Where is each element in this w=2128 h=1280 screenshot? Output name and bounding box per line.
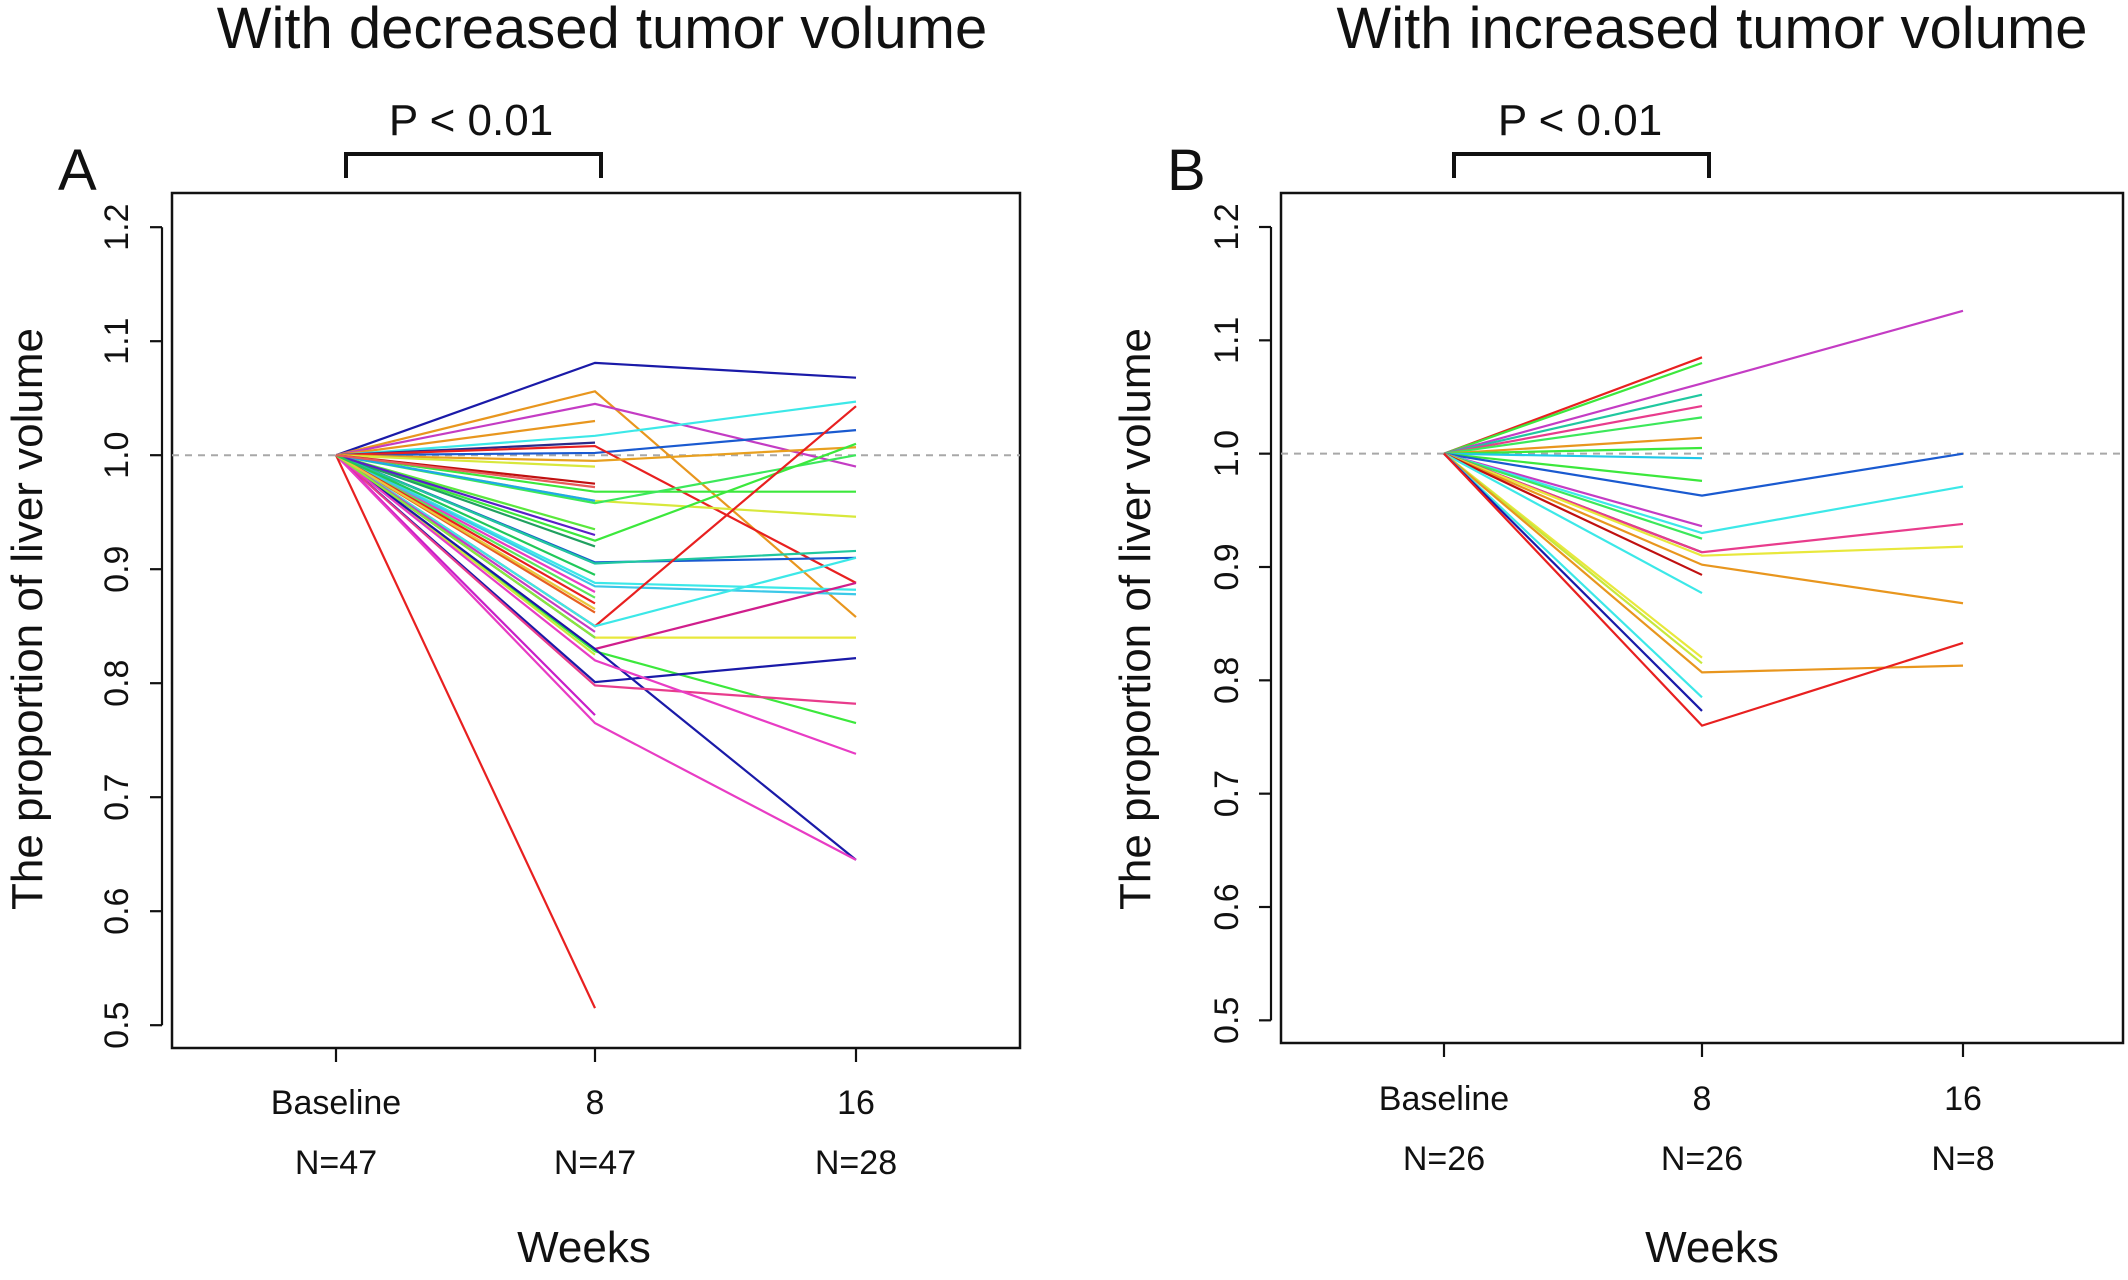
series-group (1443, 309, 1964, 727)
series-line (1443, 309, 1964, 455)
series-line (335, 454, 857, 565)
series-line (1443, 452, 1703, 665)
y-tick-label: 0.8 (98, 660, 136, 707)
series-line (335, 446, 857, 463)
significance-bracket (344, 152, 603, 178)
series-line (335, 454, 596, 576)
panel-letter: B (1167, 138, 1206, 203)
series-line (335, 402, 857, 468)
series-line (335, 454, 596, 1009)
series-line (335, 454, 857, 596)
series-line (335, 454, 857, 628)
x-tick-label: Baseline (271, 1084, 401, 1122)
series-line (1443, 452, 1703, 712)
series-line (335, 400, 857, 457)
series-line (335, 454, 596, 548)
series-line (1443, 452, 1964, 497)
sample-size-label: N=47 (295, 1144, 377, 1182)
series-line (1443, 452, 1964, 727)
panel-a: With decreased tumor volume P < 0.01 A T… (3, 0, 1022, 1272)
y-axis-label: The proportion of liver volume (1111, 328, 1160, 910)
p-value-annotation: P < 0.01 (389, 96, 553, 145)
series-line (335, 361, 857, 457)
series-line (1443, 452, 1964, 554)
series-line (1443, 446, 1703, 455)
series-line (1443, 452, 1703, 595)
y-tick-label: 0.7 (98, 774, 136, 821)
series-line (335, 454, 596, 502)
y-tick-label: 0.9 (1208, 543, 1246, 590)
plot-frame (1279, 191, 2125, 1045)
series-group (335, 361, 857, 1009)
sample-size-label: N=26 (1661, 1140, 1743, 1178)
series-line (1443, 361, 1703, 455)
y-tick-label: 0.5 (1208, 997, 1246, 1044)
series-line (335, 454, 857, 755)
series-line (335, 454, 596, 489)
chart-title: With decreased tumor volume (217, 0, 987, 61)
y-tick-label: 1.2 (98, 204, 136, 251)
y-axis: 0.5 0.6 0.7 0.8 0.9 1.0 1.1 1.2 (98, 204, 164, 1049)
y-tick-label: 1.0 (1208, 430, 1246, 477)
series-line (1443, 436, 1703, 455)
series-line (335, 454, 857, 861)
chart-title: With increased tumor volume (1336, 0, 2087, 61)
series-line (1443, 416, 1703, 455)
series-line (335, 454, 596, 611)
series-line (1443, 452, 1964, 535)
sample-size-label: N=26 (1403, 1140, 1485, 1178)
y-tick-label: 1.1 (1208, 317, 1246, 364)
x-axis: Baseline N=47 8 N=47 16 N=28 (271, 1048, 897, 1182)
x-tick-label: 16 (1944, 1080, 1982, 1118)
series-line (335, 454, 856, 493)
x-tick-label: Baseline (1379, 1080, 1509, 1118)
p-value-annotation: P < 0.01 (1498, 96, 1662, 145)
x-axis-label: Weeks (517, 1223, 651, 1272)
series-line (1443, 452, 1703, 540)
series-line (335, 454, 857, 705)
series-line (335, 419, 596, 457)
series-line (1443, 452, 1703, 576)
series-line (1443, 393, 1703, 455)
series-line (335, 390, 857, 618)
sample-size-label: N=8 (1931, 1140, 1994, 1178)
y-tick-label: 1.0 (98, 432, 136, 479)
x-axis-label: Weeks (1645, 1223, 1779, 1272)
significance-bracket (1452, 152, 1711, 178)
series-line (1443, 452, 1964, 674)
y-tick-label: 1.1 (98, 318, 136, 365)
panel-letter: A (58, 138, 97, 203)
x-tick-label: 8 (1693, 1080, 1712, 1118)
y-axis-label: The proportion of liver volume (3, 328, 52, 910)
sample-size-label: N=28 (815, 1144, 897, 1182)
series-line (1443, 404, 1703, 455)
series-line (1443, 452, 1964, 605)
panel-b: With increased tumor volume P < 0.01 B T… (1111, 0, 2125, 1272)
series-line (1443, 452, 1964, 557)
series-line (1443, 452, 1703, 699)
y-tick-label: 0.6 (1208, 883, 1246, 930)
series-line (335, 429, 857, 457)
sample-size-label: N=47 (554, 1144, 636, 1182)
y-tick-label: 0.8 (1208, 657, 1246, 704)
x-tick-label: 8 (586, 1084, 605, 1122)
series-line (335, 444, 857, 584)
x-axis: Baseline N=26 8 N=26 16 N=8 (1379, 1043, 1995, 1178)
y-tick-label: 0.5 (98, 1002, 136, 1049)
series-line (1443, 452, 1703, 482)
series-line (335, 454, 596, 468)
y-axis: 0.5 0.6 0.7 0.8 0.9 1.0 1.1 1.2 (1208, 203, 1273, 1044)
series-line (1443, 452, 1703, 460)
y-tick-label: 0.9 (98, 546, 136, 593)
series-line (335, 454, 857, 861)
y-tick-label: 1.2 (1208, 203, 1246, 250)
y-tick-label: 0.7 (1208, 770, 1246, 817)
series-line (335, 442, 857, 542)
series-line (335, 454, 596, 537)
y-tick-label: 0.6 (98, 888, 136, 935)
series-line (335, 454, 596, 639)
plot-frame (170, 191, 1022, 1050)
x-tick-label: 16 (837, 1084, 875, 1122)
